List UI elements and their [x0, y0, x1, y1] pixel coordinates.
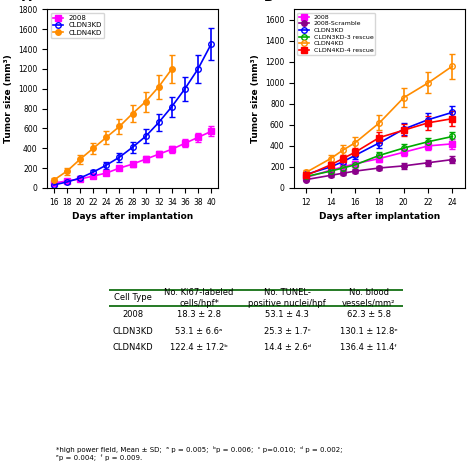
Legend: 2008, CLDN3KD, CLDN4KD: 2008, CLDN3KD, CLDN4KD [51, 13, 104, 38]
X-axis label: Days after implantation: Days after implantation [72, 212, 193, 221]
Y-axis label: Tumor size (mm³): Tumor size (mm³) [251, 55, 260, 143]
Y-axis label: Tumor size (mm³): Tumor size (mm³) [4, 55, 13, 143]
Text: B: B [264, 0, 273, 4]
Text: A: A [22, 0, 31, 4]
Text: *high power field, Mean ± SD;  ᵃ p = 0.005;  ᵇp = 0.006;  ᶜ p=0.010;  ᵈ p = 0.00: *high power field, Mean ± SD; ᵃ p = 0.00… [56, 446, 342, 461]
X-axis label: Days after implantation: Days after implantation [319, 212, 440, 221]
Legend: 2008, 2008-Scramble, CLDN3KD, CLDN3KD-3 rescue, CLDN4KD, CLDN4KD-4 rescue: 2008, 2008-Scramble, CLDN3KD, CLDN3KD-3 … [297, 13, 375, 55]
